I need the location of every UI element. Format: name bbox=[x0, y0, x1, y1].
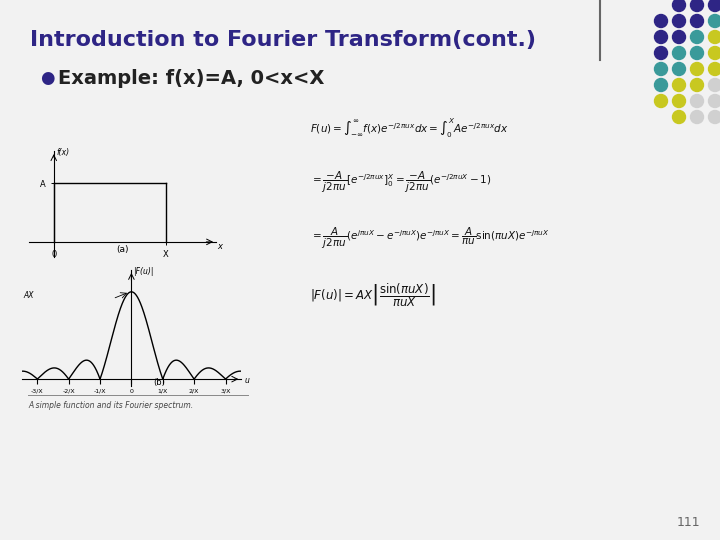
Circle shape bbox=[690, 63, 703, 76]
Circle shape bbox=[690, 78, 703, 91]
Circle shape bbox=[672, 78, 685, 91]
Circle shape bbox=[672, 0, 685, 11]
Text: $=\dfrac{A}{j2\pi u}(e^{j\pi uX}-e^{-j\pi uX})e^{-j\pi uX}=\dfrac{A}{\pi u}\sin(: $=\dfrac{A}{j2\pi u}(e^{j\pi uX}-e^{-j\p… bbox=[310, 225, 549, 251]
Text: (b): (b) bbox=[153, 378, 166, 387]
Text: A simple function and its Fourier spectrum.: A simple function and its Fourier spectr… bbox=[28, 401, 193, 409]
Circle shape bbox=[672, 111, 685, 124]
Circle shape bbox=[690, 0, 703, 11]
Circle shape bbox=[708, 94, 720, 107]
Circle shape bbox=[690, 94, 703, 107]
Circle shape bbox=[672, 30, 685, 44]
Text: f(x): f(x) bbox=[56, 148, 69, 157]
Circle shape bbox=[690, 46, 703, 59]
Circle shape bbox=[708, 46, 720, 59]
Text: $|F(u)|=AX\left|\dfrac{\sin(\pi uX)}{\pi uX}\right|$: $|F(u)|=AX\left|\dfrac{\sin(\pi uX)}{\pi… bbox=[310, 281, 436, 309]
Circle shape bbox=[654, 63, 667, 76]
Circle shape bbox=[708, 0, 720, 11]
Text: AX: AX bbox=[23, 291, 34, 300]
Circle shape bbox=[690, 30, 703, 44]
Circle shape bbox=[654, 46, 667, 59]
Circle shape bbox=[690, 15, 703, 28]
Text: |F(u)|: |F(u)| bbox=[133, 267, 154, 276]
Text: x: x bbox=[217, 242, 222, 251]
Circle shape bbox=[654, 30, 667, 44]
Circle shape bbox=[672, 63, 685, 76]
Text: u: u bbox=[244, 376, 249, 386]
Text: $=\dfrac{-A}{j2\pi u}[e^{-j2\pi ux}]_0^X=\dfrac{-A}{j2\pi u}(e^{-j2\pi uX}-1)$: $=\dfrac{-A}{j2\pi u}[e^{-j2\pi ux}]_0^X… bbox=[310, 170, 492, 194]
Circle shape bbox=[708, 111, 720, 124]
Circle shape bbox=[672, 46, 685, 59]
Circle shape bbox=[654, 15, 667, 28]
Circle shape bbox=[672, 94, 685, 107]
Text: 111: 111 bbox=[676, 516, 700, 529]
Circle shape bbox=[690, 111, 703, 124]
Text: (a): (a) bbox=[116, 245, 129, 254]
Circle shape bbox=[708, 63, 720, 76]
Text: ●: ● bbox=[40, 69, 55, 87]
Circle shape bbox=[654, 78, 667, 91]
Circle shape bbox=[708, 78, 720, 91]
Circle shape bbox=[654, 94, 667, 107]
Circle shape bbox=[672, 15, 685, 28]
Text: Example: f(x)=A, 0<x<X: Example: f(x)=A, 0<x<X bbox=[58, 69, 325, 87]
Circle shape bbox=[708, 15, 720, 28]
Text: $F(u)=\int_{-\infty}^{\infty}f(x)e^{-j2\pi ux}dx=\int_0^X Ae^{-j2\pi ux}dx$: $F(u)=\int_{-\infty}^{\infty}f(x)e^{-j2\… bbox=[310, 116, 508, 140]
Text: Introduction to Fourier Transform(cont.): Introduction to Fourier Transform(cont.) bbox=[30, 30, 536, 50]
Circle shape bbox=[708, 30, 720, 44]
